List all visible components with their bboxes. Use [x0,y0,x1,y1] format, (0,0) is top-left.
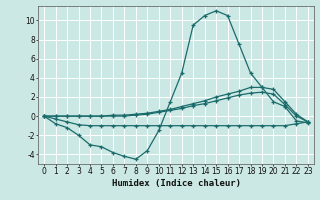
X-axis label: Humidex (Indice chaleur): Humidex (Indice chaleur) [111,179,241,188]
